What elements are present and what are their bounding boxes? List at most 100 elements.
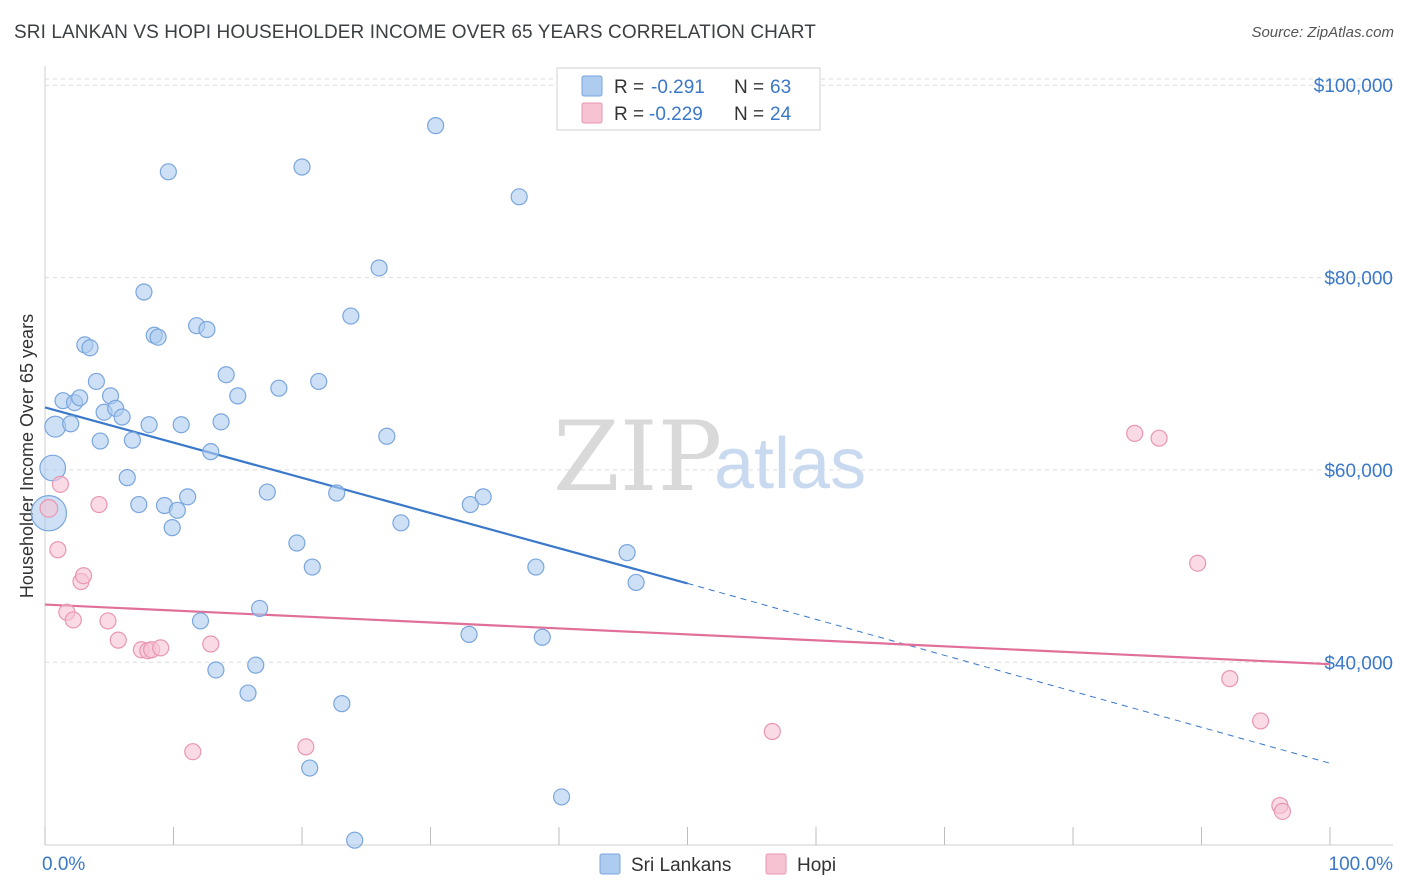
point-sri-55	[461, 495, 479, 514]
bottom-legend-label-sri: Sri Lankans	[631, 855, 731, 876]
point-hopi-15	[202, 635, 220, 653]
point-sri-49	[346, 831, 364, 849]
y-axis-label: Householder Income Over 65 years	[17, 314, 37, 598]
point-sri-46	[328, 484, 346, 502]
point-hopi-0	[39, 498, 59, 518]
point-sri-47	[333, 695, 351, 713]
point-sri-54	[460, 625, 478, 643]
point-sri-8	[81, 339, 99, 357]
point-sri-24	[163, 519, 181, 537]
bottom-legend-swatch-hopi	[765, 853, 787, 875]
gridlines	[45, 78, 1393, 663]
point-hopi-9	[109, 631, 127, 649]
point-sri-61	[618, 544, 636, 562]
point-hopi-22	[1252, 712, 1270, 730]
legend-box: R = -0.291 N = 63 R = -0.229 N = 24	[556, 67, 821, 131]
point-hopi-6	[74, 567, 93, 585]
point-sri-31	[202, 443, 220, 461]
point-hopi-13	[152, 639, 170, 657]
point-sri-15	[118, 469, 136, 487]
point-sri-45	[310, 372, 328, 391]
point-sri-35	[229, 387, 247, 405]
point-sri-62	[627, 573, 645, 592]
point-sri-27	[179, 488, 197, 506]
point-sri-51	[378, 427, 396, 445]
point-sri-48	[342, 307, 360, 325]
point-hopi-18	[1126, 424, 1144, 442]
point-sri-33	[212, 413, 230, 431]
point-sri-38	[250, 599, 269, 618]
trend-line-hopi	[44, 603, 1331, 666]
y-tick-label-3: $100,000	[1314, 76, 1393, 97]
legend-r-label-1: R =	[614, 77, 644, 98]
point-sri-43	[301, 759, 319, 777]
legend-swatch-sri	[581, 75, 603, 97]
point-sri-59	[533, 628, 551, 646]
point-sri-53	[427, 117, 445, 135]
legend-r-value-2: -0.229	[649, 104, 703, 125]
trend-line-sri	[44, 406, 688, 585]
point-sri-30	[198, 320, 216, 339]
y-tick-labels: $40,000 $60,000 $80,000 $100,000	[1314, 76, 1393, 674]
legend-r-value-1: -0.291	[651, 77, 705, 98]
y-tick-label-1: $60,000	[1324, 461, 1393, 482]
source-credit: Source: ZipAtlas.com	[1251, 24, 1394, 41]
point-hopi-4	[64, 611, 82, 629]
point-sri-9	[87, 372, 106, 391]
legend-n-label-2: N =	[734, 104, 764, 125]
point-hopi-24	[1273, 802, 1292, 820]
point-sri-29	[191, 612, 210, 630]
point-sri-18	[135, 283, 153, 301]
point-sri-56	[474, 488, 492, 506]
point-sri-42	[293, 158, 311, 176]
point-hopi-1	[49, 541, 67, 559]
axes	[44, 66, 1393, 846]
point-sri-39	[258, 483, 276, 501]
legend-n-value-2: 24	[770, 104, 792, 125]
point-sri-44	[303, 558, 321, 576]
point-hopi-17	[763, 722, 781, 741]
point-sri-32	[207, 661, 225, 679]
point-hopi-2	[51, 475, 70, 493]
point-sri-36	[239, 684, 257, 702]
point-sri-14	[113, 408, 131, 426]
bottom-legend-label-hopi: Hopi	[797, 855, 836, 876]
point-hopi-8	[99, 612, 117, 630]
point-sri-19	[140, 416, 158, 434]
point-sri-21	[149, 328, 167, 346]
point-sri-34	[217, 366, 235, 384]
point-hopi-20	[1189, 554, 1207, 572]
point-hopi-16	[297, 738, 315, 756]
point-sri-41	[288, 534, 306, 552]
point-sri-2	[44, 415, 67, 438]
watermark-atlas: atlas	[714, 424, 866, 504]
x-tick-label-0: 0.0%	[42, 854, 85, 875]
point-sri-6	[71, 389, 89, 407]
point-sri-50	[370, 259, 388, 277]
bottom-legend: Sri Lankans Hopi	[599, 853, 836, 876]
watermark-zip: ZIP	[553, 401, 722, 513]
legend-r-label-2: R =	[614, 104, 644, 125]
y-tick-label-0: $40,000	[1324, 653, 1393, 674]
point-sri-4	[62, 415, 80, 433]
chart-title: SRI LANKAN VS HOPI HOUSEHOLDER INCOME OV…	[14, 22, 816, 43]
data-points	[30, 117, 1292, 849]
point-hopi-19	[1150, 429, 1168, 447]
point-hopi-14	[184, 743, 202, 761]
point-sri-52	[392, 514, 410, 532]
x-tick-labels: 0.0% 100.0%	[42, 854, 1393, 875]
point-sri-17	[130, 495, 148, 514]
point-hopi-7	[90, 495, 108, 514]
bottom-legend-swatch-sri	[599, 853, 621, 875]
point-sri-40	[270, 379, 288, 397]
point-sri-16	[123, 431, 141, 449]
y-tick-label-2: $80,000	[1324, 269, 1393, 290]
point-sri-10	[91, 432, 109, 450]
legend-n-value-1: 63	[770, 77, 791, 98]
legend-n-label-1: N =	[734, 77, 764, 98]
point-hopi-21	[1221, 670, 1239, 688]
point-sri-37	[247, 656, 265, 674]
point-sri-26	[172, 416, 190, 434]
point-sri-25	[168, 501, 186, 519]
